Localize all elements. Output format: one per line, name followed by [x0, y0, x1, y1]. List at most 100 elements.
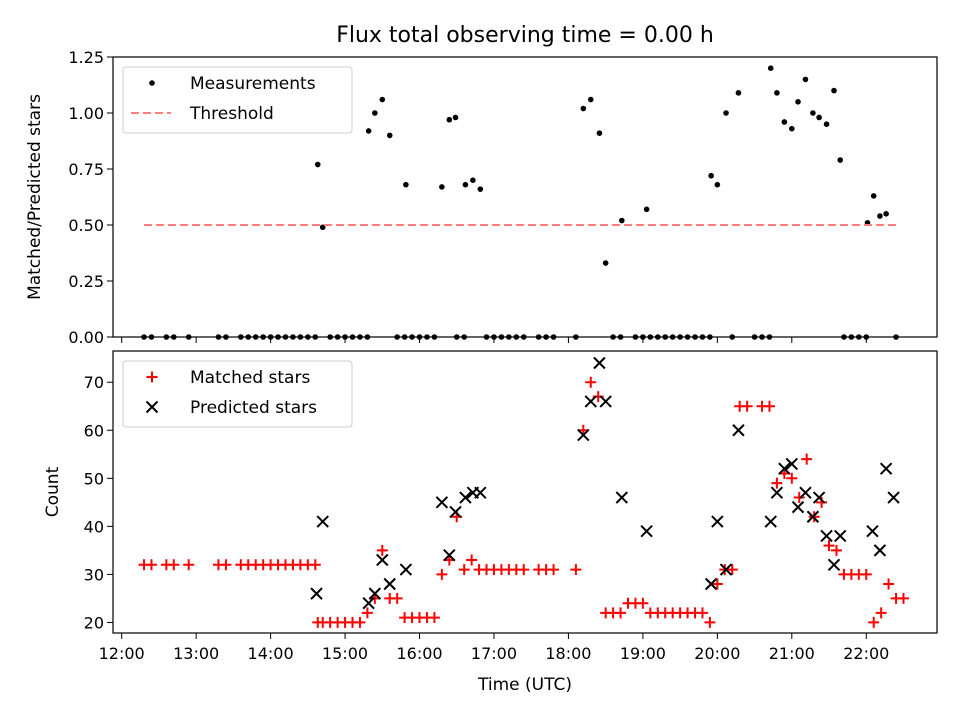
predicted-star-point	[593, 356, 606, 370]
y-tick-label: 60	[84, 421, 104, 440]
measurement-point	[416, 334, 423, 340]
measurement-point	[462, 181, 469, 188]
matched-star-point	[726, 564, 738, 576]
measurement-point	[171, 334, 177, 340]
predicted-star-point	[799, 486, 812, 499]
measurement-point	[596, 130, 603, 136]
predicted-star-point	[376, 553, 389, 567]
measurement-point	[708, 172, 714, 179]
top-plot: Matched/Predicted stars 0.00 0.25 0.50 0.75…	[25, 48, 938, 347]
y-tick-label: 50	[84, 469, 104, 488]
matched-star-point	[868, 616, 880, 628]
matched-star-point	[883, 578, 895, 590]
measurement-point	[439, 184, 445, 190]
measurement-point	[795, 99, 801, 105]
matched-star-point	[711, 578, 723, 590]
measurement-point	[215, 334, 222, 340]
matched-star-point	[801, 453, 813, 465]
measurement-point	[424, 334, 430, 340]
chart-title: Flux total observing time = 0.00 h	[336, 23, 714, 48]
measurement-point	[893, 334, 899, 340]
measurement-point	[662, 334, 669, 340]
measurement-point	[550, 334, 557, 340]
legend-label: Measurements	[190, 74, 316, 94]
predicted-star-point	[887, 491, 900, 504]
predicted-star-point	[362, 597, 375, 610]
matched-star-point	[466, 554, 478, 566]
x-tick-label: 22:00	[843, 644, 889, 663]
bottom-plot-frame	[112, 350, 938, 634]
measurement-point	[669, 334, 676, 340]
measurement-point	[707, 334, 713, 340]
x-tick-label: 16:00	[396, 644, 442, 663]
measurement-point	[357, 334, 363, 340]
predicted-star-point	[459, 491, 472, 504]
measurement-point	[452, 114, 459, 121]
predicted-star-point	[873, 544, 887, 557]
predicted-star-point	[732, 424, 745, 437]
measurement-point	[535, 334, 542, 340]
y-tick-label: 0.75	[68, 160, 104, 179]
matched-star-point	[168, 559, 180, 571]
predicted-star-point	[879, 462, 893, 475]
measurement-point	[781, 119, 788, 125]
y-tick-label: 0.25	[68, 272, 104, 291]
measurement-point	[767, 65, 774, 71]
matched-star-point	[145, 559, 157, 571]
measurement-point	[365, 128, 372, 134]
predicted-star-point	[770, 486, 784, 499]
measurement-point	[260, 334, 266, 340]
matched-star-point	[428, 612, 440, 624]
measurement-point	[751, 334, 758, 340]
matched-star-point	[860, 568, 872, 580]
legend-marker-plus	[146, 371, 158, 383]
legend-marker-dot	[149, 80, 155, 86]
measurement-point	[617, 334, 624, 340]
legend-marker-x	[145, 400, 159, 414]
matched-star-point	[637, 597, 649, 609]
matched-star-point	[823, 540, 835, 552]
measurement-point	[252, 334, 259, 340]
predicted-star-point	[599, 395, 612, 408]
measurement-point	[394, 334, 400, 340]
x-tick-label: 21:00	[769, 644, 815, 663]
predicted-star-point	[812, 491, 826, 504]
measurement-point	[267, 334, 274, 340]
measurement-point	[823, 121, 830, 127]
measurement-point	[297, 334, 304, 340]
measurement-point	[723, 110, 729, 116]
legend-box	[122, 66, 353, 134]
y-tick-label: 0.50	[68, 216, 104, 235]
measurement-point	[314, 161, 321, 168]
matched-star-point	[220, 559, 232, 571]
measurement-point	[831, 87, 837, 94]
predicted-star-point	[368, 587, 382, 600]
measurement-point	[364, 334, 371, 340]
predicted-star-point	[443, 548, 456, 562]
matched-star-point	[875, 607, 887, 619]
matched-star-point	[354, 616, 366, 628]
measurement-point	[735, 90, 742, 96]
measurement-point	[327, 334, 333, 340]
top-plot-ylabel: Matched/Predicted stars	[25, 94, 45, 300]
measurement-point	[580, 105, 587, 112]
measurement-point	[643, 206, 650, 213]
legend: Measurements Threshold	[122, 66, 353, 134]
predicted-star-point	[827, 558, 841, 571]
matched-star-point	[458, 564, 470, 576]
measurement-point	[640, 334, 646, 340]
measurement-point	[774, 90, 780, 96]
predicted-star-point	[866, 524, 879, 538]
predicted-star-point	[719, 563, 733, 576]
measurement-point	[632, 334, 639, 340]
measurement-point	[841, 334, 847, 340]
matched-star-point	[391, 592, 403, 604]
measurement-point	[431, 334, 438, 340]
matched-star-point	[696, 607, 708, 619]
measurement-point	[275, 334, 281, 340]
matched-star-point	[793, 492, 805, 504]
matched-star-point	[763, 400, 775, 412]
predicted-star-point	[399, 563, 413, 576]
matched-star-point	[183, 559, 195, 571]
